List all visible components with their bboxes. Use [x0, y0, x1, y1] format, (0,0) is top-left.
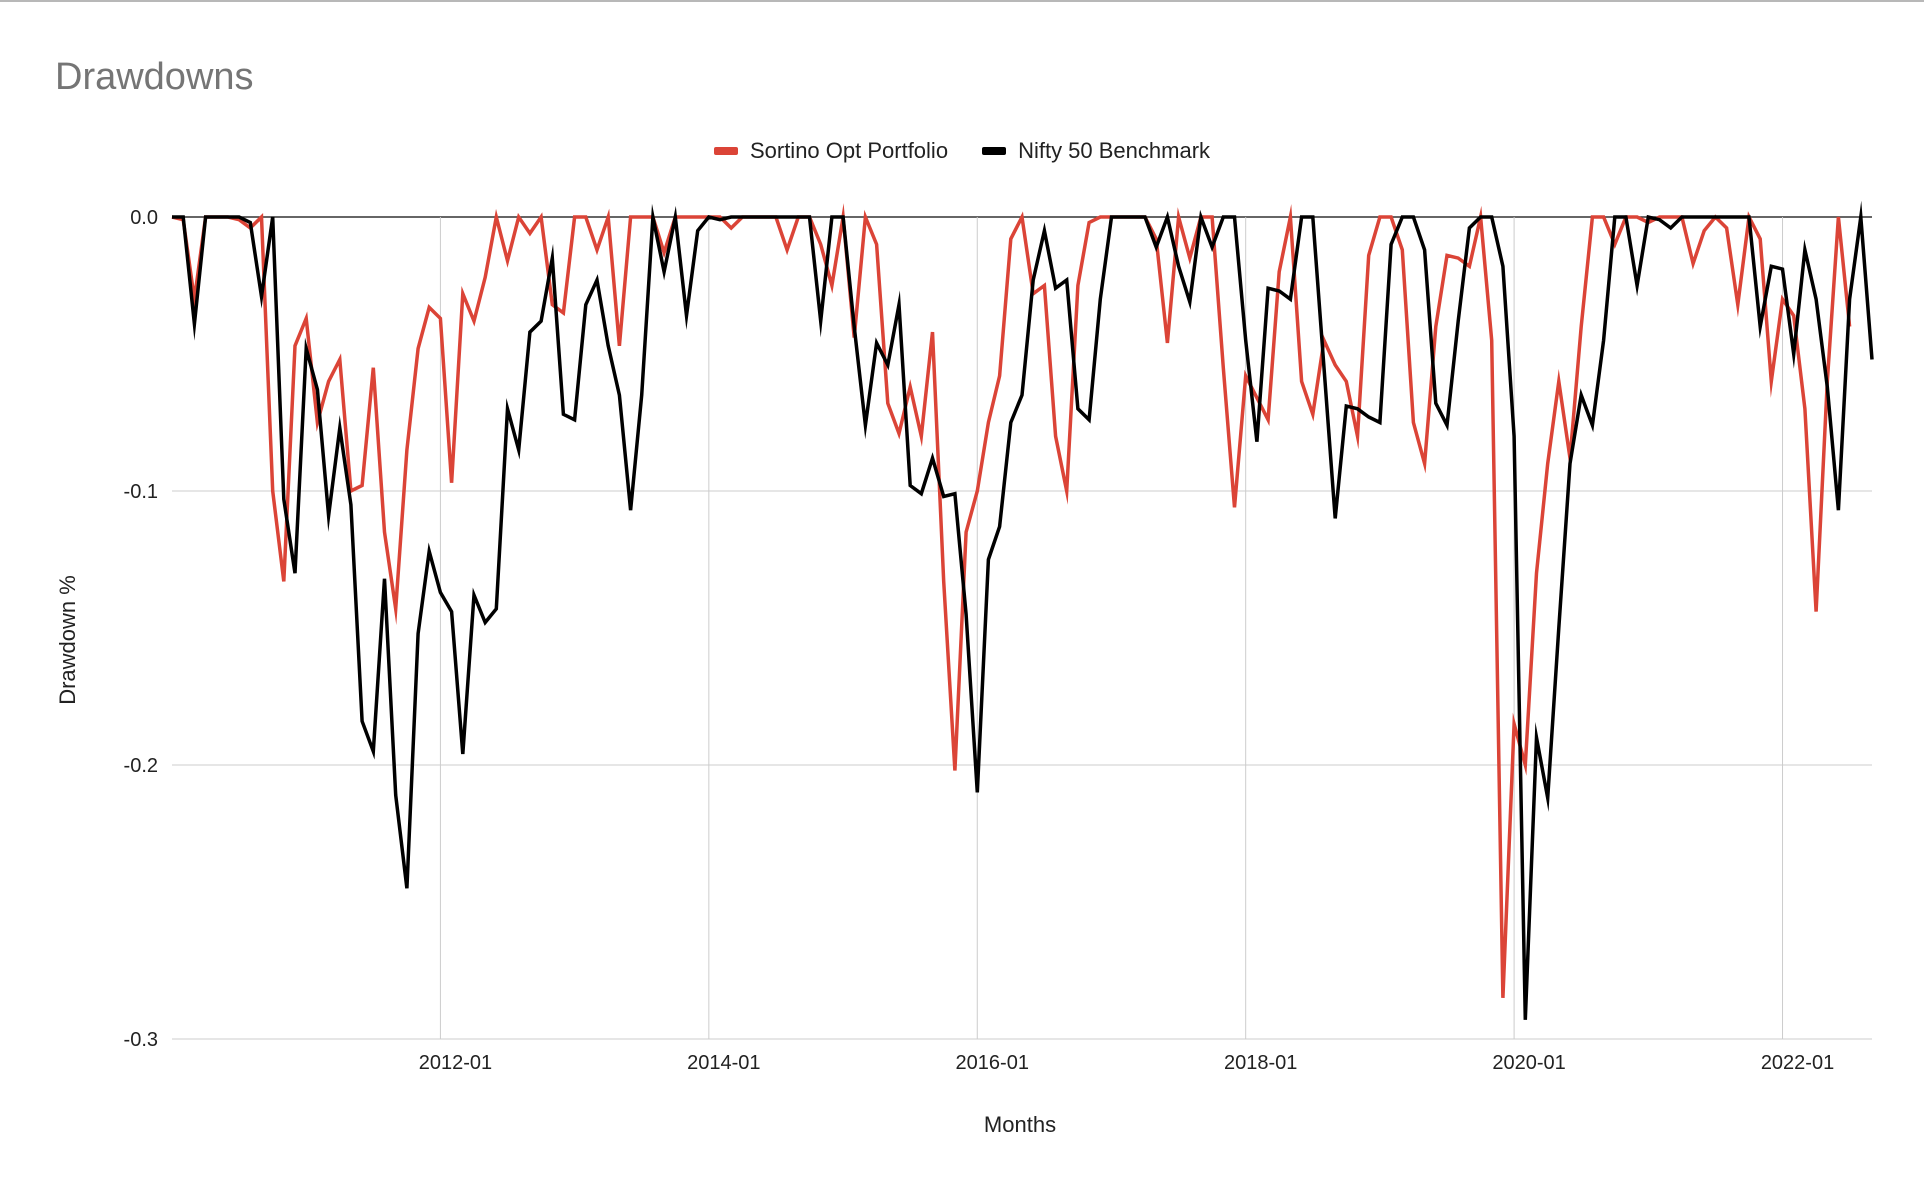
- y-tick-label: -0.1: [124, 481, 158, 503]
- x-tick-label: 2016-01: [956, 1052, 1029, 1074]
- label-layer: 0.0 -0.1 -0.2 -0.3 2012-01 2014-01 2016-01 2018…: [124, 207, 1835, 1074]
- y-tick-label: -0.2: [124, 755, 158, 777]
- grid-layer: [172, 216, 1872, 1040]
- x-tick-label: 2022-01: [1761, 1052, 1834, 1074]
- legend-swatch-benchmark: [982, 147, 1007, 155]
- series-line-benchmark[interactable]: [172, 200, 1874, 1020]
- x-tick-label: 2018-01: [1224, 1052, 1297, 1074]
- series-layer: [171, 200, 1874, 1020]
- legend-swatch-portfolio: [713, 147, 738, 155]
- legend: Sortino Opt Portfolio Nifty 50 Benchmark: [0, 138, 1924, 164]
- top-border: [0, 0, 1924, 2]
- legend-item-benchmark[interactable]: Nifty 50 Benchmark: [982, 138, 1210, 164]
- y-tick-label: -0.3: [124, 1029, 158, 1051]
- x-tick-label: 2014-01: [687, 1052, 760, 1074]
- y-tick-label: 0.0: [130, 207, 158, 229]
- legend-item-portfolio[interactable]: Sortino Opt Portfolio: [713, 138, 949, 164]
- x-axis-title: Months: [984, 1112, 1056, 1137]
- legend-label-benchmark: Nifty 50 Benchmark: [1018, 138, 1211, 163]
- x-tick-label: 2020-01: [1492, 1052, 1565, 1074]
- chart-title: Drawdowns: [55, 56, 254, 98]
- series-line-portfolio[interactable]: [171, 203, 1852, 998]
- x-tick-label: 2012-01: [419, 1052, 492, 1074]
- y-axis-title: Drawdown %: [55, 575, 80, 705]
- legend-label-portfolio: Sortino Opt Portfolio: [749, 138, 949, 163]
